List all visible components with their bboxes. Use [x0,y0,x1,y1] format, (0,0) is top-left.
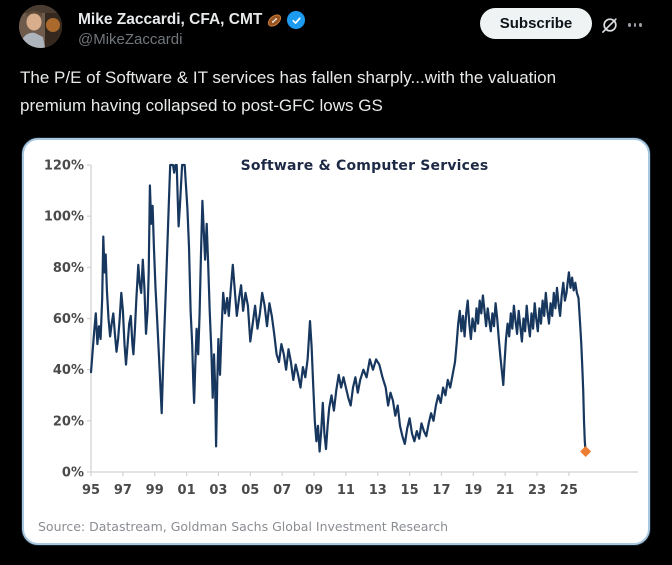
latest-point-diamond [580,446,592,458]
x-tick-label: 11 [337,483,355,498]
x-tick-label: 15 [401,483,419,498]
football-emoji [266,12,283,29]
x-tick-label: 99 [146,483,164,498]
x-tick-label: 01 [178,483,196,498]
tweet-text: The P/E of Software & IT services has fa… [20,68,557,115]
x-tick-label: 21 [496,483,514,498]
x-tick-label: 17 [432,483,450,498]
display-name-row[interactable]: Mike Zaccardi, CFA, CMT [78,11,306,29]
y-tick-label: 120% [44,159,84,174]
pe-premium-chart: 0% 20% 40% 60% 80% 100% 120% 95 97 99 01 03 05 07 09 11… [44,159,638,498]
y-tick-label: 40% [53,363,84,378]
verified-badge-icon [287,11,306,29]
y-tick-label: 80% [53,261,84,276]
x-tick-label: 05 [241,483,259,498]
user-handle[interactable]: @MikeZaccardi [78,31,183,48]
x-tick-label: 13 [369,483,387,498]
pe-premium-line [89,163,587,453]
chart-image-card[interactable]: Software & Computer Services 0% 20% 40% 60%… [22,138,650,545]
chart-title: Software & Computer Services [240,158,489,174]
x-tick-label: 03 [209,483,227,498]
chart-source-note: Source: Datastream, Goldman Sachs Global… [38,519,449,534]
x-tick-label: 25 [560,483,578,498]
subscribe-button[interactable]: Subscribe [480,8,592,39]
avatar[interactable] [19,5,62,48]
profile-photo-image [19,5,62,48]
x-tick-label: 07 [273,483,291,498]
x-tick-label: 95 [82,483,100,498]
more-options-icon[interactable] [622,16,648,34]
grok-icon[interactable] [600,15,620,35]
y-tick-label: 60% [53,312,84,327]
y-tick-label: 100% [44,210,84,225]
x-tick-label: 97 [114,483,132,498]
x-tick-label: 19 [464,483,482,498]
x-tick-label: 23 [528,483,546,498]
x-tick-label: 09 [305,483,323,498]
display-name: Mike Zaccardi, CFA, CMT [78,11,263,28]
y-tick-label: 20% [53,414,84,429]
y-tick-label: 0% [62,466,84,481]
